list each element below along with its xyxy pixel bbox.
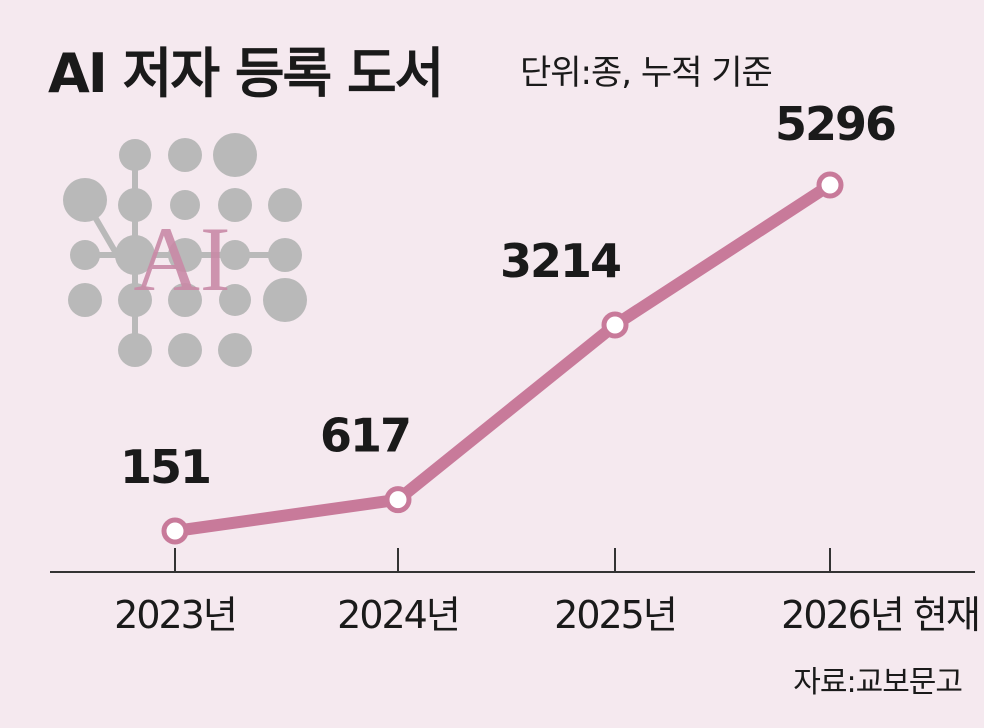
data-label: 151 — [120, 440, 210, 494]
ai-icon — [63, 133, 307, 367]
data-point — [384, 486, 412, 514]
x-tick-label: 2025년 — [554, 593, 676, 637]
series-line — [174, 179, 834, 537]
data-point — [601, 311, 629, 339]
data-label: 3214 — [500, 234, 620, 288]
source: 자료:교보문고 — [793, 665, 962, 700]
chart-subtitle: 단위:종, 누적 기준 — [520, 53, 772, 93]
data-point — [816, 171, 844, 199]
data-label: 5296 — [775, 97, 895, 151]
icon-label: AI — [133, 208, 230, 310]
x-tick-label: 2023년 — [114, 593, 236, 637]
x-tick-label: 2024년 — [337, 593, 459, 637]
data-point — [161, 517, 189, 545]
x-tick-label: 2026년 현재 — [781, 593, 979, 637]
data-label: 617 — [320, 409, 410, 463]
chart-title: AI 저자 등록 도서 — [48, 42, 442, 105]
